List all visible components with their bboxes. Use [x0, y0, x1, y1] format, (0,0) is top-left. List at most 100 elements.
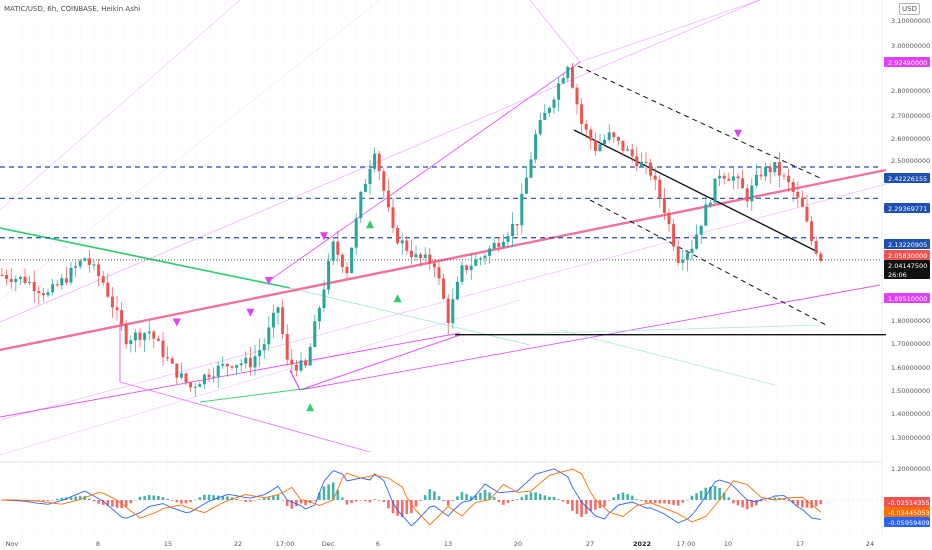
price-badge: [884, 269, 930, 279]
macd-histogram-bar: [290, 500, 294, 509]
candle-body: [276, 307, 280, 313]
macd-histogram-bar: [713, 485, 717, 500]
macd-histogram-bar: [175, 500, 179, 503]
macd-histogram-bar: [354, 500, 358, 502]
price-badge: [884, 250, 930, 260]
sell-signal-marker: [264, 277, 273, 285]
candle-body: [446, 298, 450, 324]
sell-signal-marker: [172, 318, 181, 327]
candle-body: [607, 132, 611, 140]
candle-body: [750, 185, 754, 202]
macd-histogram-bar: [529, 492, 533, 500]
candle-body: [83, 258, 87, 261]
buy-signal-marker: [306, 403, 315, 412]
y-tick-label: 3.10000000: [891, 17, 930, 25]
sell-signal-marker: [734, 129, 742, 138]
candle-body: [363, 183, 367, 192]
candle-body: [189, 382, 193, 388]
candle-body: [442, 278, 446, 299]
candle-body: [612, 132, 616, 138]
currency-button[interactable]: USD: [899, 3, 920, 15]
price-badge: [884, 293, 930, 303]
macd-histogram-bar: [791, 500, 795, 504]
macd-histogram-bar: [690, 495, 694, 500]
candle-body: [198, 384, 202, 387]
candle-body: [92, 264, 96, 266]
macd-histogram-bar: [69, 496, 73, 500]
candles-layer: [0, 62, 823, 397]
x-tick-label: 15: [164, 540, 172, 548]
candle-body: [630, 149, 634, 157]
candle-body: [405, 240, 409, 251]
macd-histogram-bar: [327, 484, 330, 500]
macd-histogram-bar: [451, 500, 455, 501]
macd-histogram-bar: [663, 500, 666, 504]
macd-histogram-bar: [414, 500, 418, 507]
candle-body: [294, 364, 298, 371]
y-tick-label: 2.50000000: [891, 157, 930, 165]
candle-body: [97, 264, 101, 277]
macd-histogram-bar: [313, 500, 317, 501]
y-tick-label: 1.70000000: [891, 340, 930, 348]
y-tick-label: 1.20000000: [891, 465, 930, 473]
macd-histogram-bar: [759, 500, 763, 502]
candle-body: [166, 357, 170, 359]
green-diag: [559, 329, 776, 386]
macd-histogram-bar: [359, 500, 363, 501]
macd-histogram-bar: [474, 495, 478, 500]
candle-body: [101, 276, 105, 283]
candle-body: [285, 333, 289, 360]
candle-body: [322, 289, 326, 308]
candle-body: [133, 332, 137, 341]
candle-body: [262, 344, 266, 351]
macd-histogram-bar: [276, 494, 280, 500]
candle-body: [212, 376, 216, 378]
candle-body: [570, 66, 574, 88]
macd-histogram-bar: [51, 499, 54, 501]
macd-histogram-bar: [235, 498, 238, 500]
candle-body: [340, 254, 344, 267]
macd-histogram-bar: [92, 500, 96, 502]
macd-histogram-bar: [437, 496, 441, 500]
macd-histogram-bar: [538, 493, 542, 500]
macd-histogram-bar: [212, 495, 215, 500]
candle-body: [741, 178, 745, 189]
price-badge: [884, 239, 930, 249]
macd-histogram-bar: [341, 497, 344, 500]
macd-histogram-bar: [796, 500, 800, 506]
macd-histogram-bar: [635, 499, 639, 500]
candle-body: [488, 248, 492, 256]
macd-histogram-bar: [387, 500, 390, 509]
candle-body: [561, 78, 565, 84]
candle-body: [782, 175, 786, 177]
macd-histogram-bar: [318, 492, 321, 500]
macd-histogram-bar: [184, 500, 188, 504]
candle-body: [593, 140, 597, 151]
macd-histogram-bar: [198, 497, 202, 500]
buy-signal-marker: [366, 220, 374, 229]
candle-body: [221, 363, 225, 366]
pitch-median: [299, 334, 461, 391]
candle-body: [377, 153, 381, 172]
macd-histogram-bar: [699, 490, 703, 500]
macd-histogram-bar: [350, 500, 353, 504]
candle-body: [520, 193, 524, 226]
macd-histogram-bar: [377, 500, 381, 501]
candle-body: [460, 265, 464, 282]
macd-histogram-bar: [469, 496, 473, 500]
candle-body: [543, 112, 547, 120]
candle-body: [175, 363, 179, 378]
candle-body: [170, 358, 174, 364]
candle-body: [777, 162, 781, 176]
candle-body: [244, 357, 248, 364]
macd-histogram-bar: [101, 500, 105, 505]
candle-body: [336, 241, 340, 255]
price-badge-label: 2.04147500: [888, 262, 927, 270]
macd-histogram-bar: [189, 500, 192, 503]
x-tick-label: 6: [376, 540, 380, 548]
candle-body: [253, 356, 257, 368]
macd-histogram-bar: [557, 499, 560, 500]
macd-histogram-bar: [640, 500, 643, 501]
desc-channel-lower: [589, 199, 827, 326]
